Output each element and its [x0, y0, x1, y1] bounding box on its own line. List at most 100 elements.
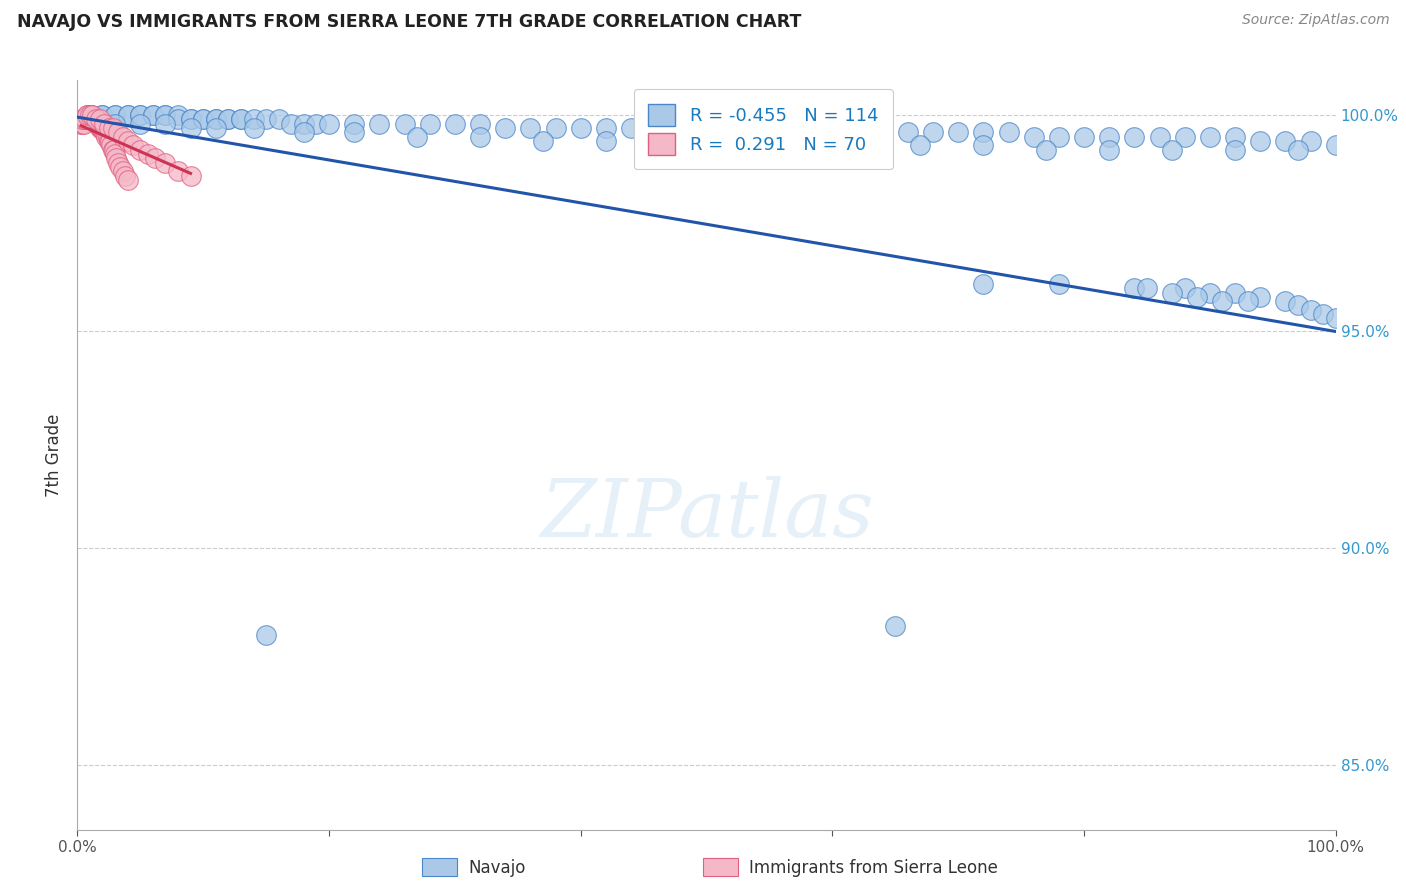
Point [76, 108, 98, 122]
Point [90, 120, 112, 135]
Text: Source: ZipAtlas.com: Source: ZipAtlas.com [1241, 13, 1389, 28]
Point [1047, 277, 1070, 291]
Point [242, 112, 264, 127]
Point [107, 155, 129, 169]
Point [696, 120, 718, 135]
Point [254, 112, 277, 127]
Point [1149, 129, 1171, 144]
Point [1299, 134, 1322, 148]
Point [229, 112, 252, 127]
Point [155, 108, 177, 122]
Point [204, 112, 226, 127]
Point [129, 108, 152, 122]
Point [107, 125, 129, 139]
Point [1324, 311, 1347, 326]
Point [108, 160, 131, 174]
Point [91, 108, 114, 122]
Point [1047, 129, 1070, 144]
Point [72, 112, 94, 127]
Point [1223, 143, 1246, 157]
Point [229, 112, 252, 127]
Point [79, 108, 101, 122]
Point [343, 125, 366, 139]
Point [83, 112, 105, 127]
Point [180, 112, 202, 127]
Point [217, 112, 239, 127]
Point [142, 108, 165, 122]
Point [96, 129, 118, 144]
Point [75, 112, 97, 127]
Point [104, 117, 127, 131]
Point [77, 108, 100, 122]
Point [305, 117, 328, 131]
Point [89, 112, 111, 127]
Point [519, 120, 541, 135]
Point [73, 112, 96, 127]
Text: Navajo: Navajo [468, 859, 526, 877]
Point [1274, 134, 1296, 148]
Point [167, 112, 190, 127]
Point [89, 120, 111, 135]
Point [84, 112, 107, 127]
Point [1286, 298, 1309, 312]
Point [658, 138, 681, 153]
Point [70, 117, 93, 131]
Point [922, 125, 945, 139]
Point [98, 134, 121, 148]
Point [783, 138, 806, 153]
Point [111, 129, 134, 144]
Point [84, 112, 107, 127]
Point [103, 143, 125, 157]
Point [318, 117, 340, 131]
Point [1249, 134, 1271, 148]
Point [129, 108, 152, 122]
Point [948, 125, 970, 139]
Point [82, 112, 104, 127]
Point [343, 117, 366, 131]
Point [87, 117, 110, 131]
Point [91, 108, 114, 122]
Point [1035, 143, 1057, 157]
Point [1073, 129, 1095, 144]
Point [79, 108, 101, 122]
Point [93, 125, 115, 139]
Point [872, 125, 894, 139]
Point [544, 120, 567, 135]
Point [121, 138, 143, 153]
Point [129, 117, 152, 131]
Point [1123, 129, 1146, 144]
Point [114, 169, 136, 183]
Point [406, 129, 429, 144]
Legend: R = -0.455   N = 114, R =  0.291   N = 70: R = -0.455 N = 114, R = 0.291 N = 70 [634, 89, 893, 169]
Point [1274, 294, 1296, 309]
Point [1174, 281, 1197, 295]
Point [394, 117, 416, 131]
Point [142, 108, 165, 122]
Point [104, 108, 127, 122]
Point [1324, 138, 1347, 153]
Point [191, 112, 215, 127]
Point [73, 112, 96, 127]
Point [155, 155, 177, 169]
Point [468, 117, 491, 131]
Text: NAVAJO VS IMMIGRANTS FROM SIERRA LEONE 7TH GRADE CORRELATION CHART: NAVAJO VS IMMIGRANTS FROM SIERRA LEONE 7… [17, 13, 801, 31]
Point [1136, 281, 1159, 295]
Point [595, 134, 617, 148]
Point [972, 125, 994, 139]
Point [884, 619, 907, 633]
Point [100, 138, 122, 153]
Point [1236, 294, 1258, 309]
Point [292, 117, 315, 131]
Point [1223, 129, 1246, 144]
Point [104, 147, 127, 161]
Point [368, 117, 391, 131]
Point [79, 108, 101, 122]
Point [94, 125, 117, 139]
Point [76, 108, 98, 122]
Point [91, 120, 114, 135]
Point [910, 138, 932, 153]
Point [180, 169, 202, 183]
Point [191, 112, 215, 127]
Point [91, 120, 114, 135]
Point [720, 138, 742, 153]
